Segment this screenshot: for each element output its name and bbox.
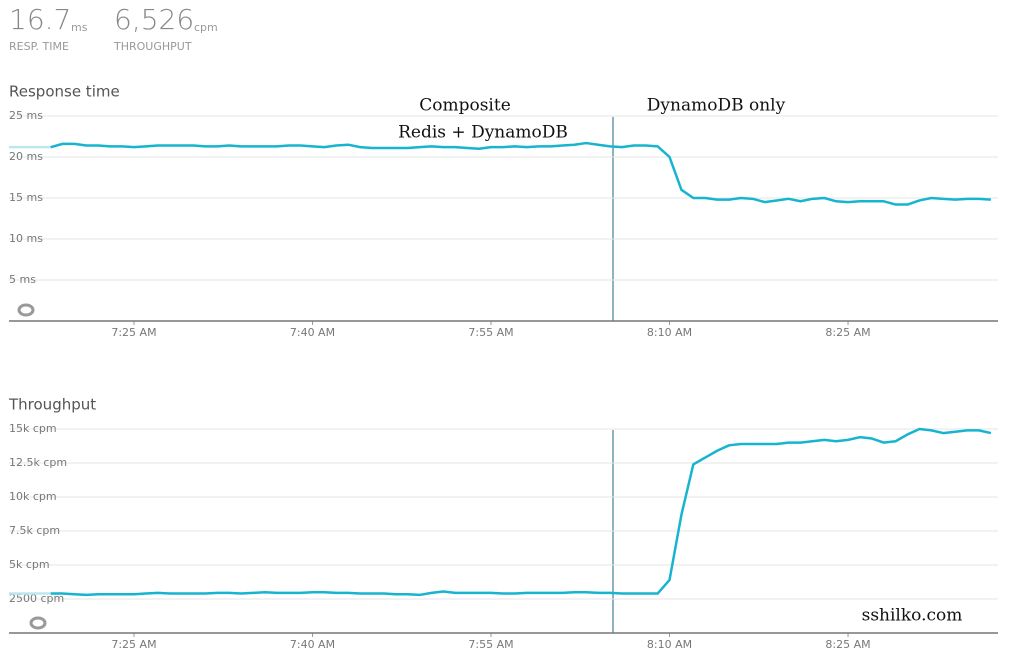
metric-unit: cpm [194, 21, 218, 34]
x-tick-label: 8:10 AM [647, 638, 692, 651]
x-tick-label: 8:10 AM [647, 326, 692, 339]
icon [29, 616, 47, 630]
series-line [50, 141, 991, 206]
x-tick-label: 7:55 AM [468, 326, 513, 339]
x-tick-label: 7:25 AM [111, 326, 156, 339]
chart-title: Response time [9, 83, 120, 101]
x-tick-label: 7:25 AM [111, 638, 156, 651]
y-tick-label: 10k cpm [9, 490, 57, 503]
metric-label: THROUGHPUT [113, 40, 192, 53]
metric-unit: ms [71, 21, 88, 34]
x-tick-label: 7:40 AM [290, 326, 335, 339]
y-tick-label: 15 ms [9, 191, 43, 204]
x-tick-label: 8:25 AM [825, 638, 870, 651]
chart-title: Throughput [8, 396, 96, 414]
y-tick-label: 7.5k cpm [9, 524, 60, 537]
y-tick-label: 12.5k cpm [9, 456, 67, 469]
y-tick-label: 5k cpm [9, 558, 50, 571]
series-line [50, 427, 992, 597]
x-tick-label: 7:40 AM [290, 638, 335, 651]
annotation: Composite [419, 96, 511, 116]
metric-value: 6,526 [114, 3, 194, 36]
x-tick-label: 8:25 AM [825, 326, 870, 339]
icon [17, 303, 35, 317]
y-tick-label: 5 ms [9, 273, 36, 286]
y-tick-label: 15k cpm [9, 422, 57, 435]
y-tick-label: 25 ms [9, 109, 43, 122]
y-tick-label: 10 ms [9, 232, 43, 245]
x-tick-label: 7:55 AM [468, 638, 513, 651]
annotation: Redis + DynamoDB [398, 123, 568, 143]
metric-value: 16.7 [9, 3, 71, 36]
y-tick-label: 20 ms [9, 150, 43, 163]
y-tick-label: 2500 cpm [9, 592, 64, 605]
watermark: sshilko.com [862, 606, 963, 626]
annotation: DynamoDB only [647, 96, 786, 116]
metric-label: RESP. TIME [9, 40, 69, 53]
